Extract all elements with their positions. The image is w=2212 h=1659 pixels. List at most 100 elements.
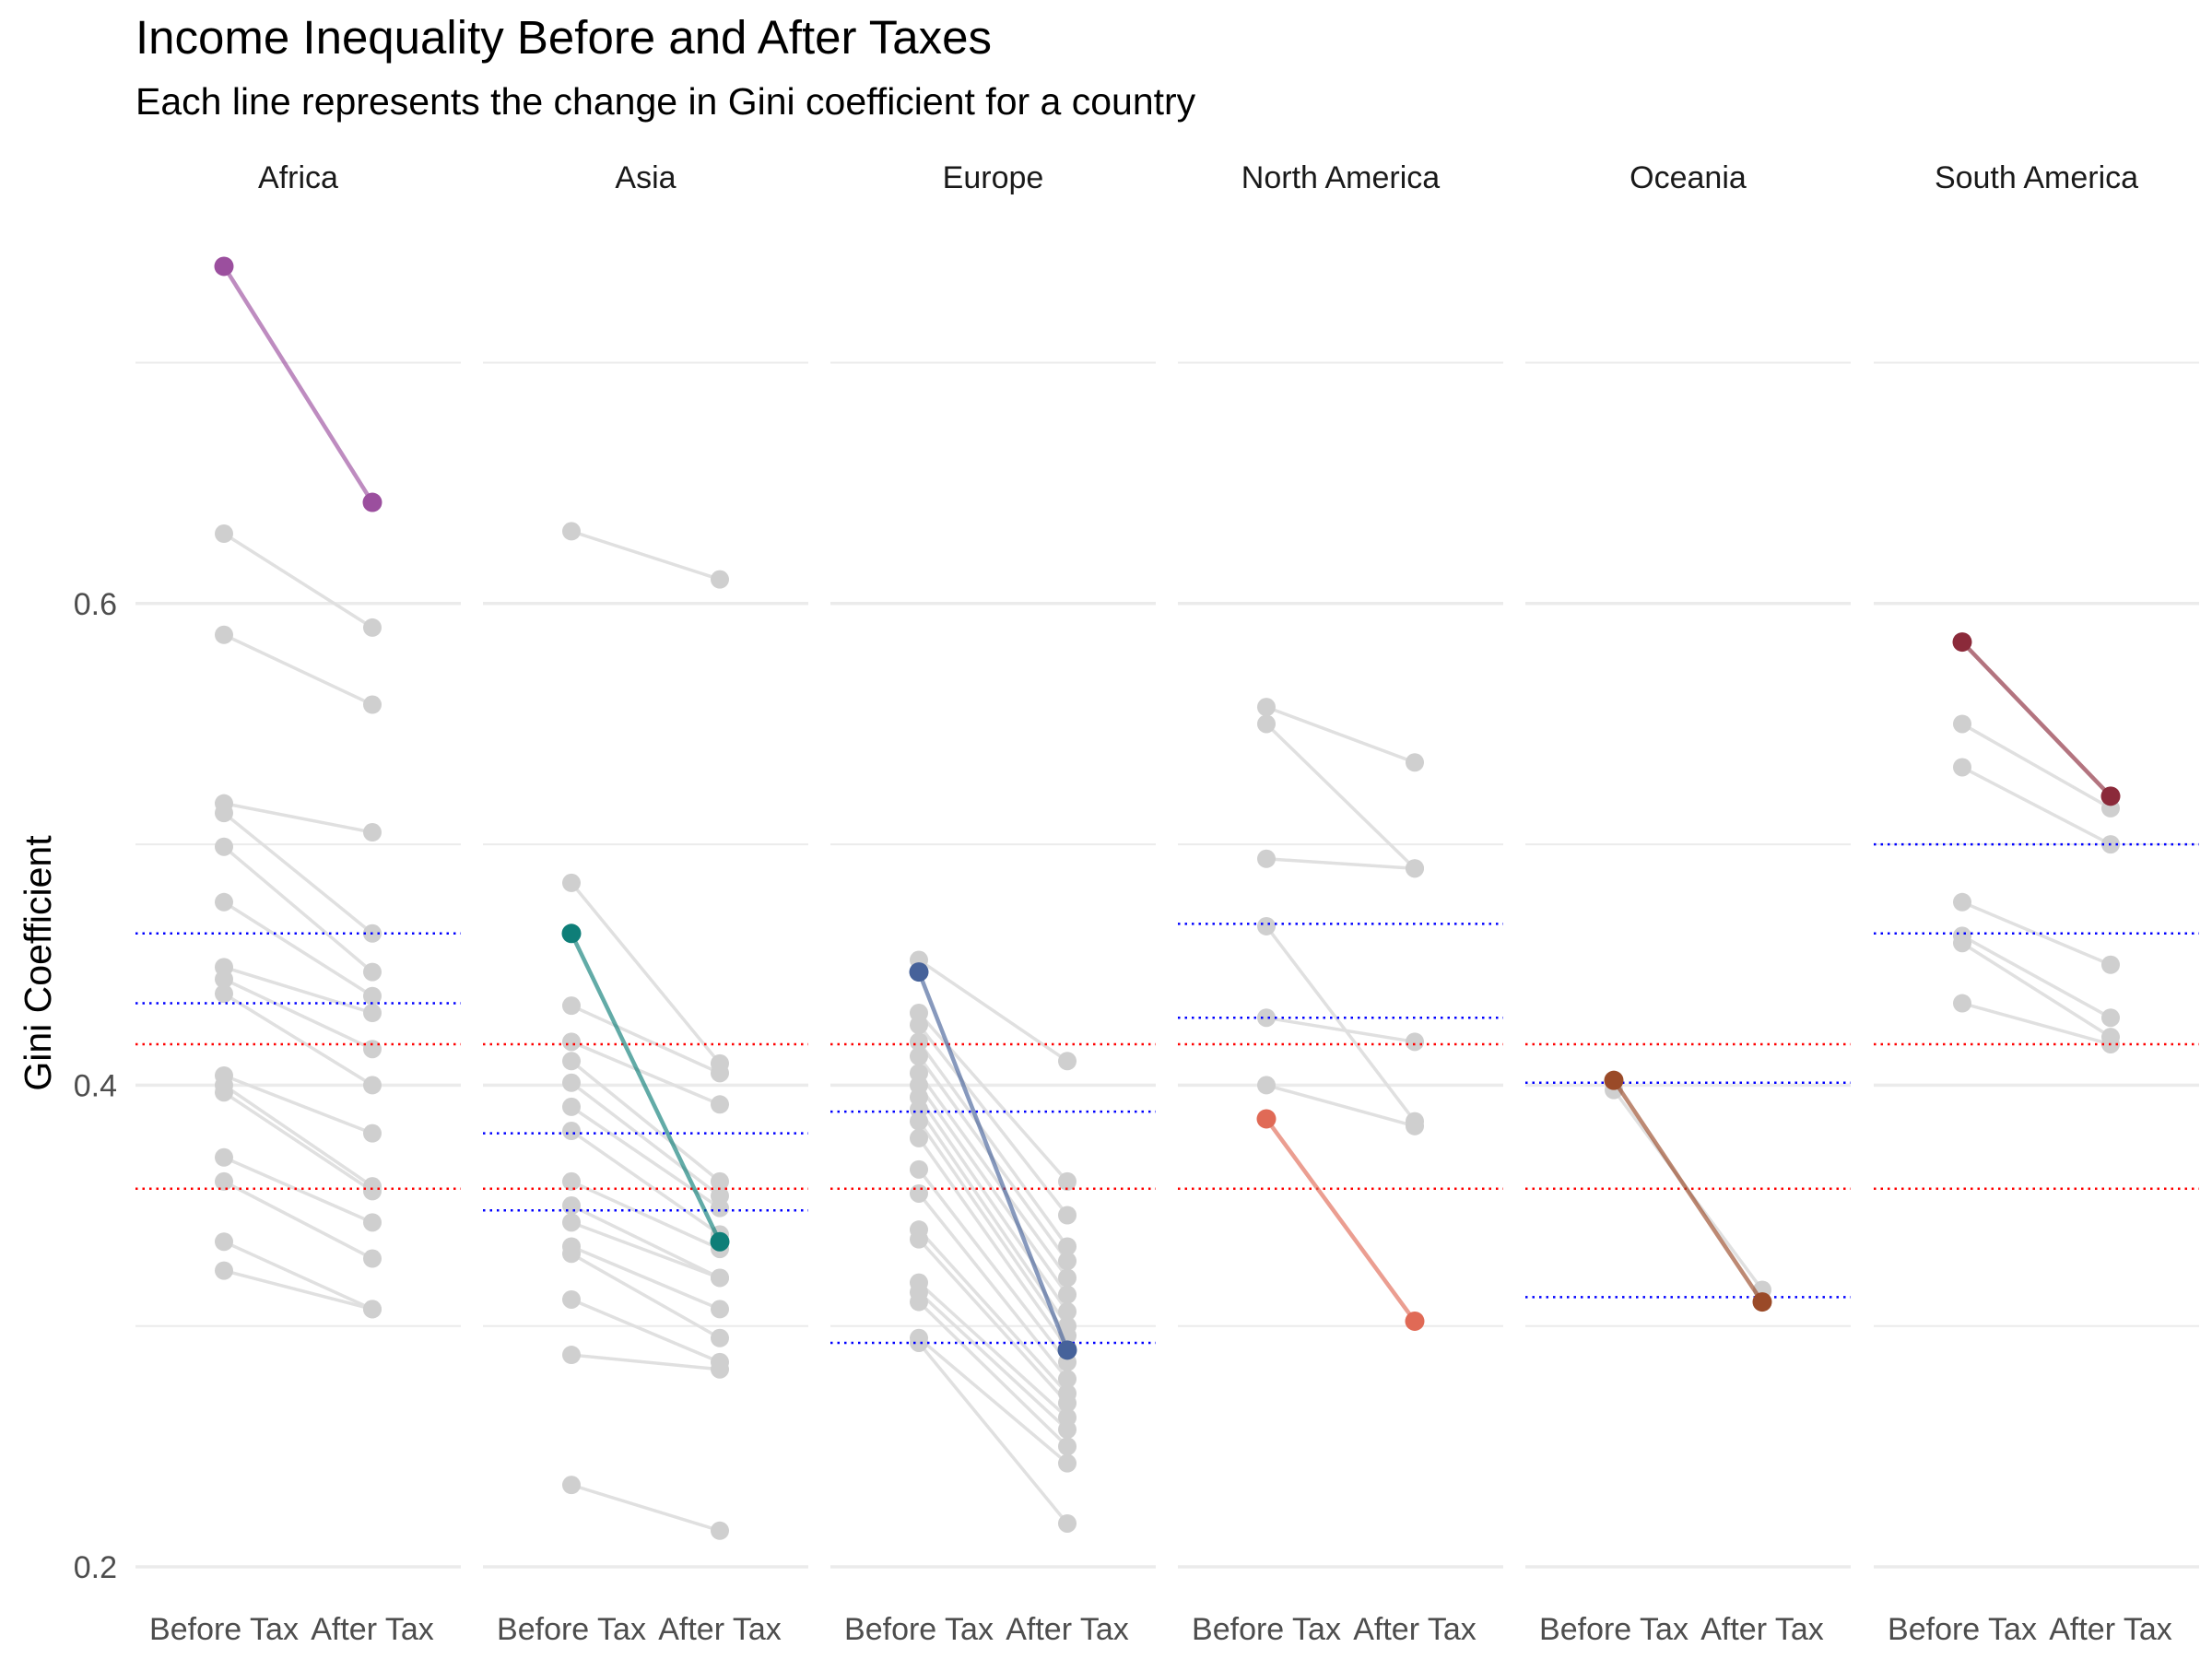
country-line — [223, 1090, 373, 1193]
country-point-after — [711, 1521, 729, 1540]
highlight-point-after — [2100, 786, 2121, 806]
country-point-after — [363, 962, 382, 982]
country-line — [1961, 1001, 2112, 1046]
country-point-after — [711, 570, 729, 589]
country-line — [570, 1129, 722, 1236]
country-line — [570, 1081, 722, 1197]
highlight-line — [1265, 1117, 1417, 1323]
x-tick-label: After Tax — [1700, 1612, 1824, 1647]
highlight-line — [1612, 1078, 1764, 1303]
country-point-before — [1257, 698, 1276, 717]
highlight-line — [1960, 641, 2112, 798]
country-point-before — [215, 1171, 233, 1191]
facet-strip-label: North America — [1241, 160, 1440, 195]
x-tick-label: After Tax — [1006, 1612, 1129, 1647]
country-point-after — [1406, 1116, 1424, 1135]
country-point-before — [215, 625, 233, 644]
highlight-point-after — [1057, 1340, 1077, 1360]
highlight-point-before — [1604, 1070, 1624, 1090]
highlight-line — [916, 971, 1070, 1351]
x-tick-label: After Tax — [311, 1612, 434, 1647]
highlight-point-before — [561, 924, 582, 944]
country-point-before — [1257, 714, 1276, 734]
country-point-after — [711, 1300, 729, 1319]
facet-strip-label: South America — [1935, 160, 2138, 195]
facet-strip-label: Asia — [615, 160, 676, 195]
country-line — [1961, 765, 2112, 846]
country-point-after — [1058, 1302, 1077, 1322]
highlight-point-after — [1405, 1311, 1425, 1331]
country-point-before — [215, 984, 233, 1004]
country-point-before — [910, 1230, 928, 1249]
country-line — [223, 1268, 373, 1312]
x-tick-label: After Tax — [1353, 1612, 1477, 1647]
country-point-after — [1058, 1252, 1077, 1271]
country-point-after — [1058, 1420, 1077, 1440]
country-point-after — [711, 1359, 729, 1379]
country-line — [917, 1041, 1069, 1248]
country-point-after — [363, 1182, 382, 1201]
x-tick-label: Before Tax — [1539, 1612, 1688, 1647]
country-point-after — [2101, 955, 2120, 974]
country-line — [918, 959, 1068, 1063]
country-point-before — [562, 1052, 581, 1071]
country-line — [917, 1300, 1069, 1448]
country-line — [223, 992, 373, 1087]
country-line — [223, 1180, 373, 1261]
facet-strip-label: Africa — [258, 160, 338, 195]
country-line — [917, 1023, 1069, 1217]
country-line — [571, 1180, 721, 1251]
country-point-after — [1406, 753, 1424, 772]
country-point-after — [711, 1064, 729, 1083]
country-point-before — [562, 873, 581, 892]
facet-panel-africa: Africa Before Tax After Tax — [135, 160, 461, 1647]
country-point-after — [1058, 1437, 1077, 1456]
highlight-point-before — [214, 256, 234, 276]
country-line — [1265, 857, 1416, 870]
country-line — [571, 529, 721, 582]
country-line — [917, 1168, 1069, 1363]
highlight-point-before — [1256, 1109, 1277, 1129]
country-point-before — [215, 1261, 233, 1280]
country-point-before — [215, 1083, 233, 1102]
country-point-after — [1058, 1370, 1077, 1389]
highlight-point-after — [362, 492, 382, 512]
country-point-before — [215, 1147, 233, 1167]
country-point-before — [215, 1232, 233, 1252]
country-line — [917, 1136, 1069, 1349]
country-point-before — [1953, 934, 1971, 953]
country-point-after — [711, 1095, 729, 1114]
country-point-after — [363, 1213, 382, 1232]
facet-panel-north-america: North America Before Tax After Tax — [1178, 160, 1503, 1647]
x-tick-label: After Tax — [2049, 1612, 2172, 1647]
country-point-after — [711, 1171, 729, 1191]
country-line — [223, 1083, 373, 1188]
country-point-before — [1257, 916, 1276, 935]
country-point-before — [1257, 1008, 1276, 1028]
country-line — [571, 1004, 721, 1075]
country-point-after — [711, 1328, 729, 1347]
country-line — [570, 881, 722, 1065]
country-line — [1961, 941, 2112, 1039]
country-point-after — [363, 1300, 382, 1319]
country-point-before — [562, 1196, 581, 1216]
country-point-before — [562, 1213, 581, 1232]
country-point-before — [562, 1073, 581, 1092]
country-line — [917, 1120, 1069, 1337]
country-point-before — [215, 837, 233, 856]
country-line — [917, 1238, 1069, 1405]
country-point-before — [562, 1122, 581, 1141]
country-point-after — [1058, 1394, 1077, 1413]
country-point-before — [910, 1047, 928, 1066]
country-line — [571, 1252, 721, 1340]
country-line — [570, 1059, 722, 1183]
country-point-before — [910, 1112, 928, 1131]
country-line — [917, 1096, 1069, 1313]
country-line — [223, 977, 373, 1051]
x-tick-label: Before Tax — [497, 1612, 646, 1647]
country-point-after — [1058, 1206, 1077, 1225]
country-point-after — [711, 1198, 729, 1218]
country-line — [223, 633, 373, 707]
